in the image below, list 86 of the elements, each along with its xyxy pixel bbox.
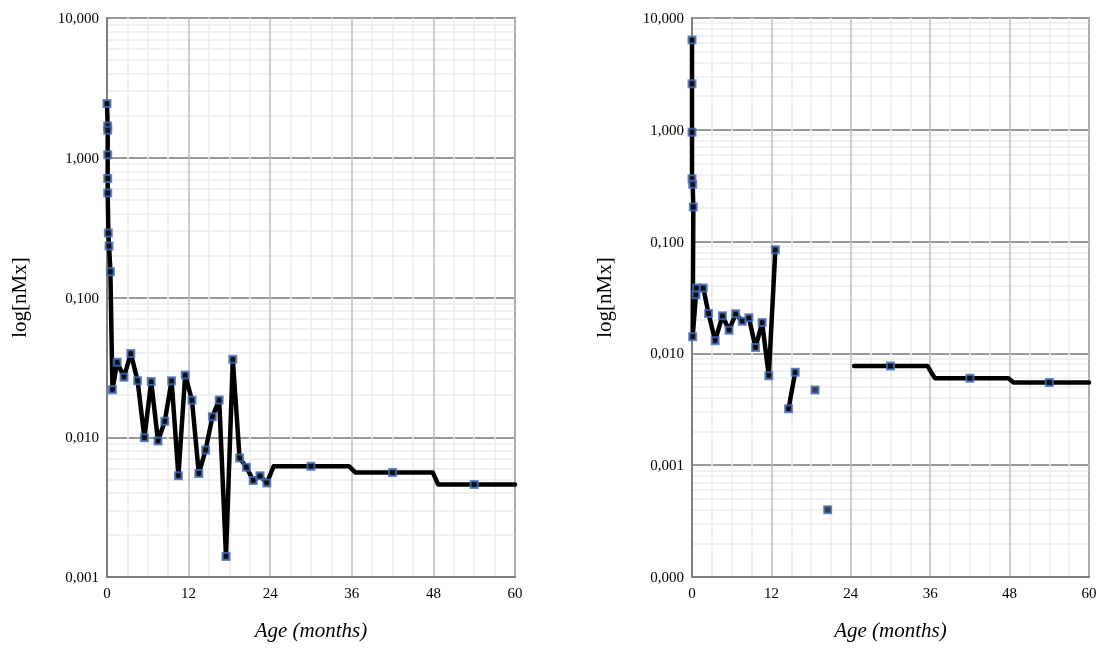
point [688, 332, 698, 342]
point [823, 505, 833, 515]
point [160, 416, 170, 426]
point [717, 311, 727, 321]
x-tick-label: 0 [688, 584, 696, 601]
point [146, 376, 156, 386]
y-tick-label: 10,000 [57, 10, 99, 26]
x-tick-label: 12 [763, 584, 779, 601]
point [687, 79, 697, 89]
y-tick-label: 10,000 [642, 10, 684, 26]
point [173, 471, 183, 481]
y-tick-label: 0,010 [650, 345, 684, 362]
point [241, 462, 251, 472]
point [688, 179, 698, 189]
point [965, 373, 975, 383]
y-tick-label: 0,010 [65, 429, 99, 446]
point [710, 336, 720, 346]
y-axis-title: log[nMx] [591, 257, 616, 338]
point [214, 395, 224, 405]
point [704, 308, 714, 318]
x-tick-label: 0 [103, 584, 111, 601]
point [201, 445, 211, 455]
x-axis-title: Age (months) [832, 617, 947, 642]
point [102, 99, 112, 109]
x-axis-title: Age (months) [252, 617, 368, 642]
x-tick-label: 36 [922, 584, 939, 601]
point [103, 174, 113, 184]
point [744, 313, 754, 323]
y-tick-label: 0,001 [65, 569, 99, 585]
x-tick-label: 60 [1081, 584, 1097, 601]
point [103, 150, 113, 160]
y-tick-label: 0,001 [650, 457, 684, 474]
y-tick-label: 1,000 [650, 121, 684, 138]
point [1044, 377, 1054, 387]
point [770, 245, 780, 255]
point [784, 404, 794, 414]
point [207, 412, 217, 422]
point [133, 376, 143, 386]
y-tick-label: 0,100 [65, 289, 99, 306]
point [119, 372, 129, 382]
point [104, 241, 114, 251]
point [112, 357, 122, 367]
point [235, 453, 245, 463]
point [687, 35, 697, 45]
point [180, 370, 190, 380]
x-tick-label: 36 [344, 584, 360, 601]
point [103, 228, 113, 238]
point [810, 385, 820, 395]
x-tick-label: 12 [181, 584, 197, 601]
point [306, 461, 316, 471]
point [469, 479, 479, 489]
point [221, 552, 231, 562]
point [731, 309, 741, 319]
point [751, 342, 761, 352]
point [698, 283, 708, 293]
point [153, 436, 163, 446]
point [764, 371, 774, 381]
x-tick-label: 60 [507, 584, 523, 601]
point [139, 433, 149, 443]
point [388, 467, 398, 477]
point [103, 188, 113, 198]
point [107, 385, 117, 395]
point [757, 317, 767, 327]
y-tick-label: 0,100 [650, 233, 684, 250]
point [687, 127, 697, 137]
point [248, 476, 258, 486]
point [228, 354, 238, 364]
point [194, 469, 204, 479]
x-tick-label: 48 [425, 584, 441, 601]
point [262, 478, 272, 488]
x-tick-label: 24 [843, 584, 859, 601]
point [167, 376, 177, 386]
point [187, 395, 197, 405]
point [886, 361, 895, 371]
y-tick-label: 0,000 [650, 569, 684, 585]
y-axis-title: log[nMx] [6, 257, 31, 338]
x-tick-label: 48 [1002, 584, 1018, 601]
point [126, 348, 136, 358]
point [688, 202, 698, 212]
point [724, 325, 734, 335]
x-tick-label: 24 [262, 584, 279, 601]
point [255, 471, 265, 481]
point [103, 125, 113, 135]
point [105, 267, 115, 277]
y-tick-label: 1,000 [65, 149, 99, 166]
point [790, 367, 800, 377]
